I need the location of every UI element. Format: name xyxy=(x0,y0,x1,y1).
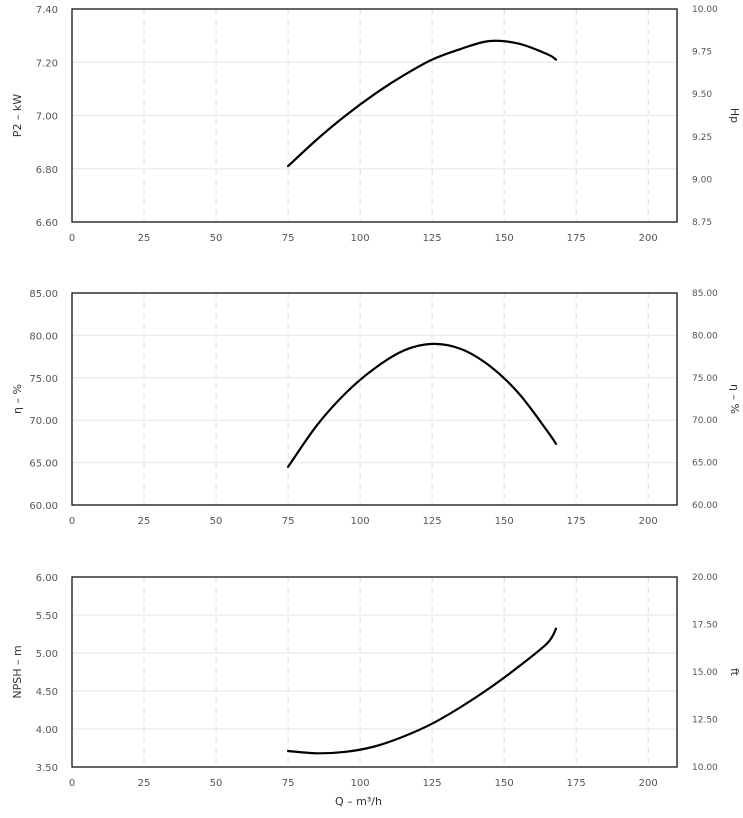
y-tick-label: 6.00 xyxy=(36,573,58,584)
y2-tick-label: 85.00 xyxy=(692,289,718,299)
data-curve xyxy=(287,627,558,755)
x-tick-label: 25 xyxy=(138,778,151,789)
x-tick-label: 50 xyxy=(210,778,223,789)
y-axis-label: η – % xyxy=(11,384,24,414)
x-tick-label: 150 xyxy=(495,778,514,789)
x-tick-label: 175 xyxy=(567,516,586,527)
y-tick-label: 7.00 xyxy=(36,112,58,123)
data-curve xyxy=(287,39,558,168)
y2-tick-label: 12.50 xyxy=(692,716,718,726)
x-tick-label: 50 xyxy=(210,516,223,527)
chart-panel-3: 0 25 50 75 100 125 150 175 200 3.50 4.00 4.50 5.00 5.… xyxy=(11,573,741,808)
y2-axis-label: Hp xyxy=(728,108,741,123)
x-tick-label: 0 xyxy=(69,778,75,789)
y2-tick-label: 10.00 xyxy=(692,763,718,773)
y-tick-label: 3.50 xyxy=(36,763,58,774)
y-tick-label: 65.00 xyxy=(29,459,58,470)
x-tick-label: 50 xyxy=(210,233,223,244)
x-tick-label: 25 xyxy=(138,516,151,527)
x-tick-label: 175 xyxy=(567,778,586,789)
y2-tick-label: 8.75 xyxy=(692,218,712,228)
plot-frame xyxy=(71,292,678,506)
x-tick-label: 0 xyxy=(69,233,75,244)
x-tick-label: 75 xyxy=(282,778,295,789)
y2-tick-label: 80.00 xyxy=(692,331,718,341)
y-axis-label: NPSH – m xyxy=(11,645,24,698)
x-tick-label: 200 xyxy=(639,516,658,527)
plot-frame xyxy=(71,8,678,223)
y-tick-label: 80.00 xyxy=(29,331,58,342)
chart-panel-1: 0 25 50 75 100 125 150 175 200 6.60 6.80 7.00 7.20 7.… xyxy=(11,5,741,244)
y2-tick-label: 75.00 xyxy=(692,374,718,384)
y-tick-label: 60.00 xyxy=(29,501,58,512)
data-curve xyxy=(287,342,558,468)
y2-tick-label: 9.75 xyxy=(692,48,712,58)
y-tick-label: 6.80 xyxy=(36,165,58,176)
x-tick-label: 200 xyxy=(639,778,658,789)
y-tick-label: 75.00 xyxy=(29,374,58,385)
chart-panel-2: 0 25 50 75 100 125 150 175 200 60.00 65.00 70.00 75.… xyxy=(11,289,741,527)
x-tick-label: 125 xyxy=(423,516,442,527)
x-tick-label: 100 xyxy=(351,778,370,789)
y-tick-label: 70.00 xyxy=(29,416,58,427)
y-axis-label: P2 – kW xyxy=(11,94,24,137)
x-tick-label: 150 xyxy=(495,516,514,527)
y2-tick-label: 65.00 xyxy=(692,459,718,469)
x-tick-label: 0 xyxy=(69,516,75,527)
y2-tick-label: 20.00 xyxy=(692,573,718,583)
y2-tick-label: 17.50 xyxy=(692,621,718,631)
y-tick-label: 85.00 xyxy=(29,289,58,300)
x-axis-label: Q – m³/h xyxy=(335,795,382,808)
x-tick-label: 150 xyxy=(495,233,514,244)
y-tick-label: 6.60 xyxy=(36,218,58,229)
x-tick-label: 75 xyxy=(282,516,295,527)
plot-frame xyxy=(71,576,678,768)
y2-tick-label: 15.00 xyxy=(692,668,718,678)
x-tick-label: 100 xyxy=(351,233,370,244)
x-tick-label: 125 xyxy=(423,778,442,789)
x-tick-label: 200 xyxy=(639,233,658,244)
y2-axis-label: ft xyxy=(728,668,741,677)
y-tick-label: 5.50 xyxy=(36,611,58,622)
y2-tick-label: 9.00 xyxy=(692,175,712,185)
y2-tick-label: 9.25 xyxy=(692,133,712,143)
y-tick-label: 7.40 xyxy=(36,5,58,16)
y2-tick-label: 10.00 xyxy=(692,5,718,15)
x-tick-label: 75 xyxy=(282,233,295,244)
y-tick-label: 4.50 xyxy=(36,687,58,698)
y-tick-label: 7.20 xyxy=(36,58,58,69)
x-tick-label: 25 xyxy=(138,233,151,244)
y2-tick-label: 70.00 xyxy=(692,416,718,426)
y-tick-label: 4.00 xyxy=(36,725,58,736)
y2-tick-label: 60.00 xyxy=(692,501,718,511)
y2-tick-label: 9.50 xyxy=(692,90,712,100)
x-tick-label: 125 xyxy=(423,233,442,244)
x-tick-label: 100 xyxy=(351,516,370,527)
y-tick-label: 5.00 xyxy=(36,649,58,660)
y2-axis-label: η – % xyxy=(728,384,741,414)
x-tick-label: 175 xyxy=(567,233,586,244)
